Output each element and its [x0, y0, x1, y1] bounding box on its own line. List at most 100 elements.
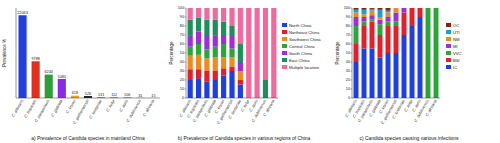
x-tick-label: C. africana — [141, 98, 155, 118]
data-label: 131 — [98, 93, 104, 97]
bar-segment — [386, 53, 391, 98]
y-tick — [185, 89, 187, 90]
bar-segment — [402, 8, 407, 9]
y-tick — [185, 71, 187, 72]
bar-segment — [196, 31, 201, 44]
y-tick — [351, 53, 353, 54]
bar-segment — [263, 8, 268, 80]
y-tick — [185, 8, 187, 9]
x-tick-label: C. parapsilosis — [33, 98, 50, 123]
y-axis-label: Percentage — [335, 41, 340, 65]
bar-segment — [386, 8, 391, 11]
bar-segment — [402, 8, 407, 13]
bar-segment — [386, 22, 391, 27]
y-tick-label: 30 — [346, 69, 350, 73]
bar-segment — [196, 8, 201, 18]
bar-segment — [410, 8, 415, 9]
bar-segment — [221, 8, 226, 22]
bar-segment — [410, 8, 415, 9]
bar-segment — [434, 8, 439, 9]
y-axis-label: Prevalence % — [2, 39, 7, 67]
y-tick — [351, 98, 353, 99]
legend-label: Multiple location — [289, 65, 320, 70]
y-axis-label: Percentage — [169, 41, 174, 65]
y-tick — [185, 62, 187, 63]
legend-swatch — [446, 44, 451, 48]
data-label: 112 — [111, 93, 117, 97]
bar-segment — [386, 11, 391, 13]
x-tick-label: C. lusitaniae — [88, 98, 103, 120]
legend-swatch — [446, 58, 451, 62]
y-axis — [352, 8, 353, 98]
bar-segment — [434, 8, 439, 9]
bar-segment — [204, 35, 209, 49]
bar-segment — [434, 8, 439, 9]
y-tick — [185, 17, 187, 18]
bar-segment — [188, 36, 193, 47]
legend-swatch — [446, 37, 451, 41]
y-tick-label: 80 — [346, 24, 350, 28]
y-tick-label: 40 — [180, 60, 184, 64]
data-label: 618 — [72, 91, 78, 95]
bar — [58, 79, 66, 98]
bar-segment — [402, 13, 407, 36]
bar-segment — [410, 8, 415, 9]
bar — [71, 96, 79, 98]
y-tick-label: 0 — [182, 96, 184, 100]
bar-segment — [370, 15, 375, 20]
y-tick-label: 20 — [180, 78, 184, 82]
legend: OCUTINMMIVVCBSIIC — [446, 23, 462, 70]
y-tick — [351, 89, 353, 90]
bar-segment — [221, 68, 226, 75]
y-axis — [186, 8, 187, 98]
y-tick — [185, 44, 187, 45]
bar-segment — [204, 20, 209, 35]
y-axis — [16, 8, 17, 98]
bar-segment — [394, 13, 399, 22]
bar-segment — [362, 17, 367, 22]
bar-segment — [213, 80, 218, 98]
bar-segment — [362, 26, 367, 49]
bar-segment — [418, 8, 423, 9]
bar-segment — [394, 8, 399, 9]
bar-segment — [394, 26, 399, 53]
x-axis — [186, 98, 278, 99]
y-tick-label: 50 — [346, 51, 350, 55]
bar-segment — [271, 8, 276, 98]
bar-segment — [378, 20, 383, 25]
bars — [354, 8, 439, 98]
legend-swatch — [446, 30, 451, 34]
x-tick-label: C. guilliermondii — [72, 98, 90, 125]
bar-segment — [204, 82, 209, 98]
bar-segment — [196, 18, 201, 32]
bar-segment — [426, 8, 431, 9]
bar-segment — [213, 36, 218, 47]
bar-segment — [410, 8, 415, 9]
bar-segment — [196, 78, 201, 98]
bar-segment — [188, 69, 193, 80]
bar-segment — [370, 8, 375, 9]
y-tick-label: 100 — [178, 6, 184, 10]
bar-segment — [354, 26, 359, 44]
y-tick — [351, 8, 353, 9]
bar-segment — [370, 49, 375, 99]
y-tick-label: 10 — [346, 87, 350, 91]
bar-segment — [213, 8, 218, 20]
bar-segment — [434, 8, 439, 98]
bar-segment — [221, 44, 226, 58]
bar-segment — [402, 8, 407, 9]
bar-segment — [229, 58, 234, 67]
x-axis — [352, 98, 440, 99]
chart-panel: 0102030405060708090100C. albicansC. trop… — [335, 6, 462, 141]
bar-segment — [378, 58, 383, 99]
chart-title: b) Prevalence of Candida species in vari… — [178, 136, 311, 141]
bar-segment — [434, 8, 439, 9]
y-tick — [351, 26, 353, 27]
y-tick — [185, 53, 187, 54]
y-tick — [351, 62, 353, 63]
bar-segment — [402, 8, 407, 9]
chart-title: c) Candida species causing various infec… — [360, 136, 460, 141]
bar-segment — [418, 8, 423, 9]
bar-segment — [370, 11, 375, 16]
bars — [18, 15, 157, 98]
